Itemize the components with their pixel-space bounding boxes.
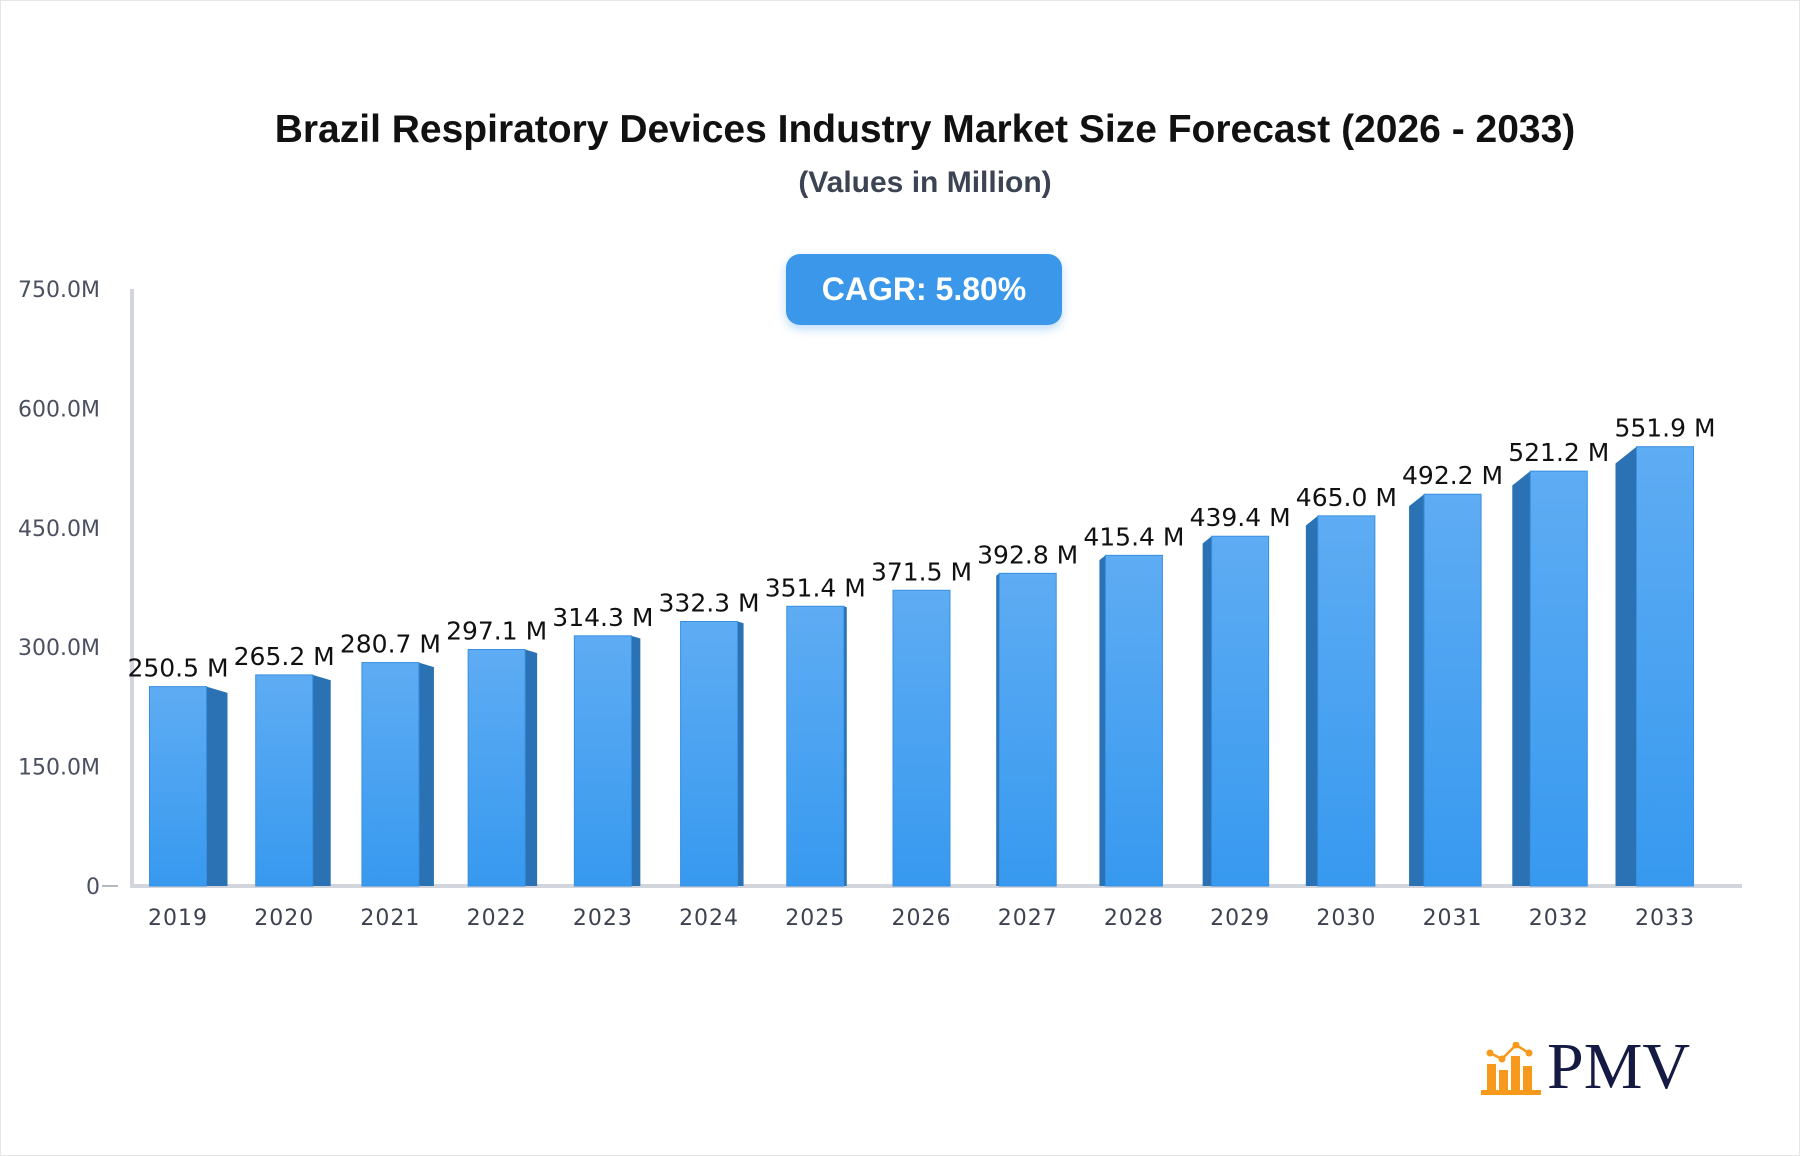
data-label: 332.3 M: [659, 588, 760, 617]
logo-text: PMV: [1547, 1030, 1691, 1103]
x-tick-label: 2023: [573, 906, 633, 931]
data-label: 371.5 M: [871, 557, 972, 586]
y-tick-label: 600.0M: [18, 397, 100, 422]
x-tick-label: 2033: [1635, 906, 1695, 931]
cagr-badge: CAGR: 5.80%: [786, 254, 1062, 325]
x-tick-label: 2026: [892, 906, 952, 931]
chart-title: Brazil Respiratory Devices Industry Mark…: [274, 108, 1576, 151]
bar-2027: [998, 572, 1057, 887]
x-tick-label: 2022: [467, 906, 527, 931]
x-tick-label: 2032: [1529, 906, 1589, 931]
bar-side: [1512, 471, 1531, 886]
bar-side: [1305, 515, 1318, 886]
bar-2030: [1317, 515, 1376, 887]
data-label: 265.2 M: [234, 642, 335, 671]
bar-2019: [149, 686, 207, 887]
bar-side: [631, 635, 641, 886]
bar-2026: [892, 589, 951, 887]
bar-side: [418, 662, 434, 886]
bar-2021: [361, 662, 420, 887]
bar-side: [1615, 446, 1637, 886]
bar-side: [1099, 555, 1106, 886]
y-tick-label: 150.0M: [18, 756, 100, 781]
bar-2023: [573, 635, 632, 887]
data-label: 297.1 M: [446, 617, 547, 646]
x-tick-label: 2021: [360, 906, 420, 931]
y-tick-label: 750.0M: [18, 278, 100, 303]
data-label: 492.2 M: [1402, 461, 1503, 490]
bar-2029: [1211, 535, 1270, 887]
data-label: 351.4 M: [765, 573, 866, 602]
pmv-logo: PMV: [1481, 1030, 1691, 1103]
bar-2025: [786, 605, 845, 887]
x-tick-label: 2031: [1423, 906, 1483, 931]
bar-2022: [467, 649, 526, 887]
data-label: 439.4 M: [1190, 503, 1291, 532]
y-tick-label: 450.0M: [18, 517, 100, 542]
bar-side: [206, 686, 228, 886]
bar-side: [1409, 494, 1425, 886]
bar-2032: [1529, 470, 1588, 887]
x-tick-label: 2029: [1210, 906, 1270, 931]
data-label: 392.8 M: [977, 540, 1078, 569]
data-label: 280.7 M: [340, 630, 441, 659]
data-label: 314.3 M: [552, 603, 653, 632]
x-tick-label: 2024: [679, 906, 739, 931]
bar-side: [843, 606, 847, 886]
x-tick-label: 2020: [254, 906, 314, 931]
bar-side: [1202, 536, 1212, 886]
y-tick-label: 0: [86, 875, 100, 900]
bar-2024: [680, 620, 739, 887]
data-label: 415.4 M: [1083, 522, 1184, 551]
x-tick-label: 2027: [998, 906, 1058, 931]
bar-chart-logo-icon: [1481, 1042, 1541, 1095]
x-tick-label: 2019: [148, 906, 208, 931]
x-tick-label: 2028: [1104, 906, 1164, 931]
data-label: 250.5 M: [127, 654, 228, 683]
bar-2031: [1423, 493, 1482, 887]
data-label: 551.9 M: [1614, 414, 1715, 443]
x-tick-label: 2025: [785, 906, 845, 931]
bar-2020: [255, 674, 314, 887]
chart-subtitle: (Values in Million): [798, 166, 1052, 199]
x-tick-label: 2030: [1316, 906, 1376, 931]
data-label: 465.0 M: [1296, 483, 1397, 512]
data-label: 521.2 M: [1508, 438, 1609, 467]
bar-2028: [1104, 554, 1163, 887]
bar-side: [996, 573, 1000, 886]
bar-2033: [1636, 446, 1694, 887]
bar-side: [737, 621, 744, 886]
bar-side: [312, 674, 331, 886]
y-tick-label: 300.0M: [18, 636, 100, 661]
bar-side: [525, 649, 538, 886]
